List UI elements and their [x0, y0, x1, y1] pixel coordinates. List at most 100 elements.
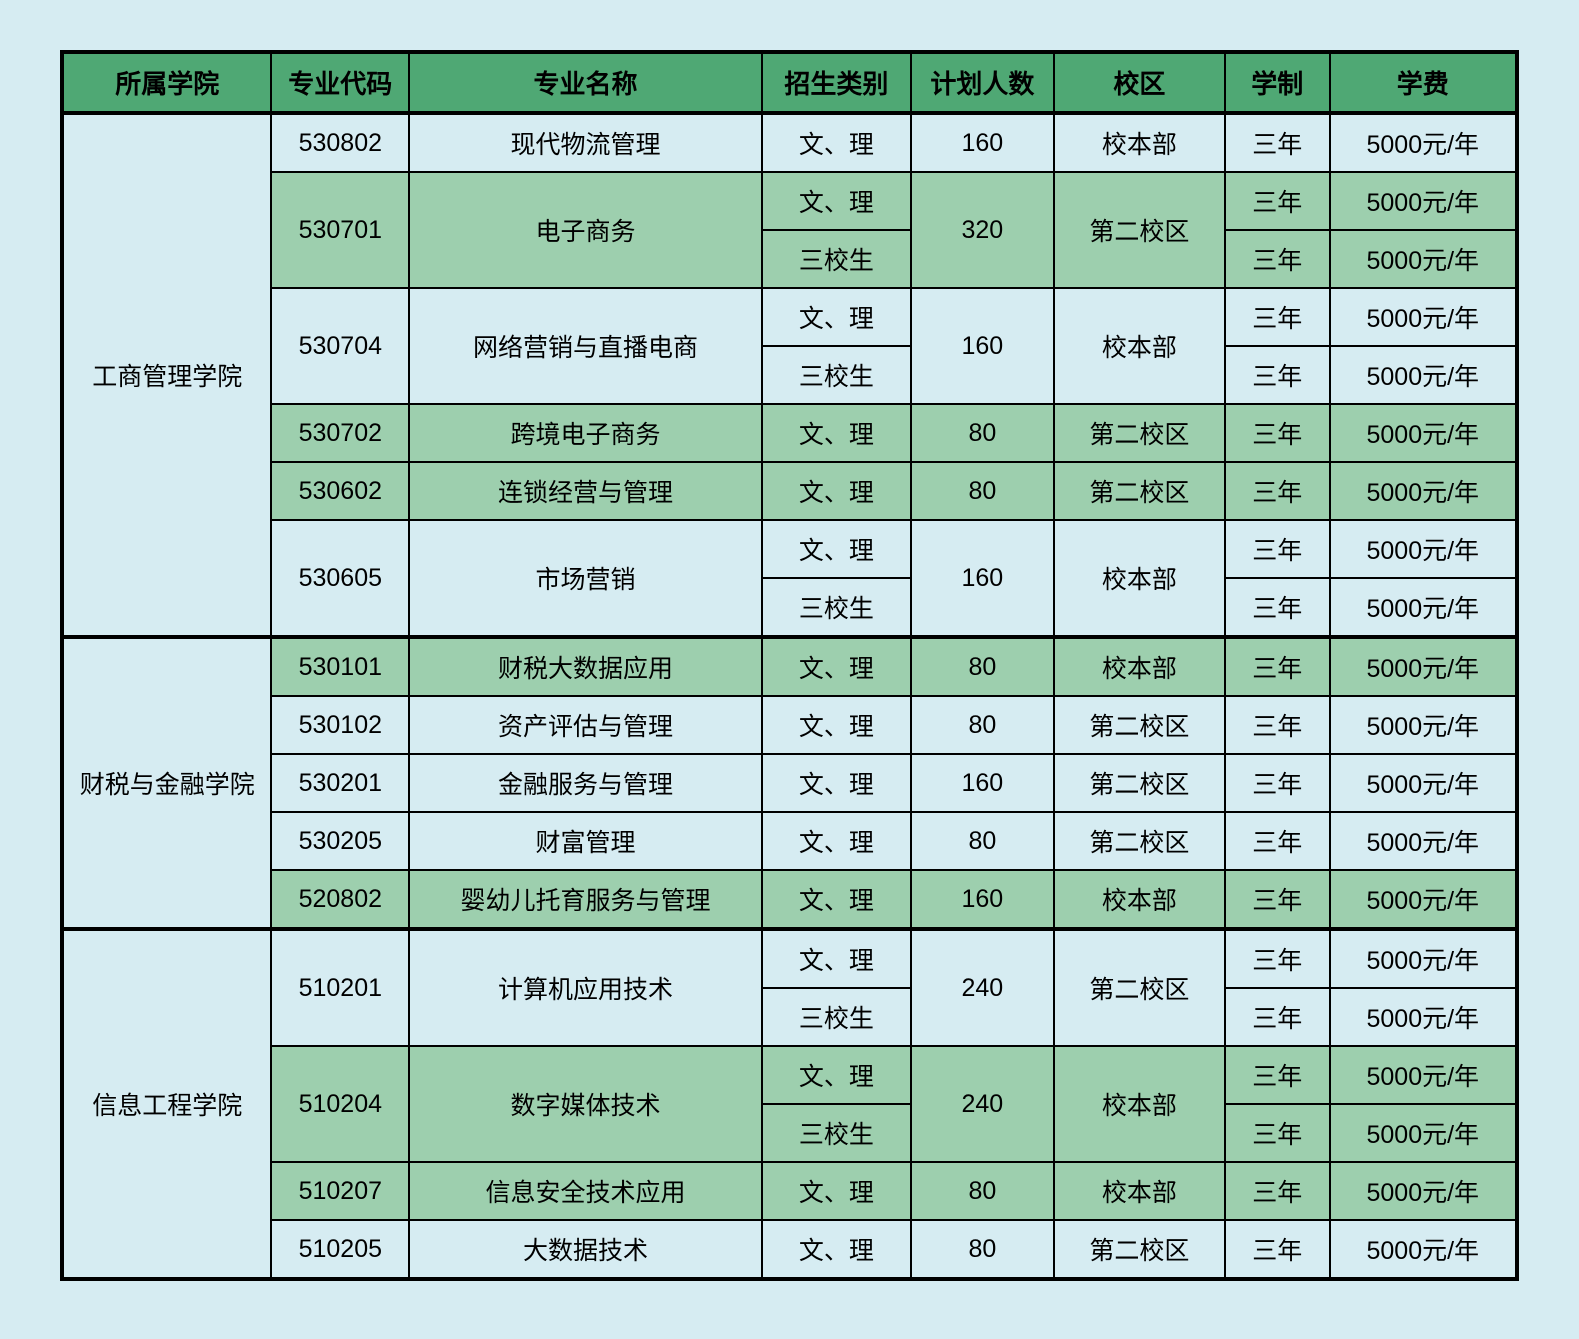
- cell-count: 320: [911, 172, 1054, 288]
- cell-campus: 第二校区: [1054, 1220, 1225, 1279]
- cell-duration: 三年: [1225, 578, 1330, 637]
- cell-fee: 5000元/年: [1330, 988, 1517, 1046]
- table-row: 530701电子商务文、理320第二校区三年5000元/年: [62, 172, 1517, 230]
- cell-fee: 5000元/年: [1330, 929, 1517, 988]
- cell-fee: 5000元/年: [1330, 113, 1517, 172]
- cell-campus: 校本部: [1054, 113, 1225, 172]
- cell-type: 文、理: [762, 404, 911, 462]
- header-name: 专业名称: [409, 52, 762, 113]
- cell-campus: 第二校区: [1054, 404, 1225, 462]
- cell-code: 520802: [271, 870, 409, 929]
- cell-count: 160: [911, 520, 1054, 637]
- cell-type: 文、理: [762, 520, 911, 578]
- cell-major-name: 大数据技术: [409, 1220, 762, 1279]
- cell-count: 80: [911, 812, 1054, 870]
- cell-major-name: 连锁经营与管理: [409, 462, 762, 520]
- table-row: 530702跨境电子商务文、理80第二校区三年5000元/年: [62, 404, 1517, 462]
- cell-code: 530101: [271, 637, 409, 696]
- cell-duration: 三年: [1225, 1104, 1330, 1162]
- cell-duration: 三年: [1225, 462, 1330, 520]
- cell-duration: 三年: [1225, 113, 1330, 172]
- cell-major-name: 资产评估与管理: [409, 696, 762, 754]
- cell-campus: 校本部: [1054, 1162, 1225, 1220]
- cell-type: 文、理: [762, 637, 911, 696]
- cell-code: 530802: [271, 113, 409, 172]
- cell-duration: 三年: [1225, 172, 1330, 230]
- cell-count: 240: [911, 929, 1054, 1046]
- cell-campus: 校本部: [1054, 870, 1225, 929]
- cell-campus: 校本部: [1054, 1046, 1225, 1162]
- cell-type: 文、理: [762, 870, 911, 929]
- cell-count: 80: [911, 1220, 1054, 1279]
- cell-duration: 三年: [1225, 288, 1330, 346]
- cell-count: 80: [911, 462, 1054, 520]
- cell-campus: 第二校区: [1054, 929, 1225, 1046]
- cell-fee: 5000元/年: [1330, 870, 1517, 929]
- header-campus: 校区: [1054, 52, 1225, 113]
- table-row: 530602连锁经营与管理文、理80第二校区三年5000元/年: [62, 462, 1517, 520]
- table-row: 510205大数据技术文、理80第二校区三年5000元/年: [62, 1220, 1517, 1279]
- cell-count: 80: [911, 1162, 1054, 1220]
- header-college: 所属学院: [62, 52, 271, 113]
- cell-campus: 第二校区: [1054, 462, 1225, 520]
- table-row: 530102资产评估与管理文、理80第二校区三年5000元/年: [62, 696, 1517, 754]
- cell-count: 160: [911, 754, 1054, 812]
- cell-type: 文、理: [762, 288, 911, 346]
- cell-type: 文、理: [762, 462, 911, 520]
- cell-fee: 5000元/年: [1330, 520, 1517, 578]
- cell-type: 三校生: [762, 988, 911, 1046]
- cell-type: 三校生: [762, 1104, 911, 1162]
- table-row: 530605市场营销文、理160校本部三年5000元/年: [62, 520, 1517, 578]
- cell-duration: 三年: [1225, 929, 1330, 988]
- cell-campus: 校本部: [1054, 637, 1225, 696]
- cell-duration: 三年: [1225, 1220, 1330, 1279]
- cell-campus: 第二校区: [1054, 172, 1225, 288]
- cell-type: 三校生: [762, 346, 911, 404]
- header-fee: 学费: [1330, 52, 1517, 113]
- header-duration: 学制: [1225, 52, 1330, 113]
- table-row: 510207信息安全技术应用文、理80校本部三年5000元/年: [62, 1162, 1517, 1220]
- cell-type: 文、理: [762, 1220, 911, 1279]
- cell-type: 文、理: [762, 1162, 911, 1220]
- table-row: 530205财富管理文、理80第二校区三年5000元/年: [62, 812, 1517, 870]
- cell-code: 510205: [271, 1220, 409, 1279]
- cell-fee: 5000元/年: [1330, 1046, 1517, 1104]
- cell-code: 510204: [271, 1046, 409, 1162]
- cell-fee: 5000元/年: [1330, 288, 1517, 346]
- cell-duration: 三年: [1225, 870, 1330, 929]
- cell-fee: 5000元/年: [1330, 462, 1517, 520]
- cell-duration: 三年: [1225, 754, 1330, 812]
- cell-fee: 5000元/年: [1330, 1162, 1517, 1220]
- header-code: 专业代码: [271, 52, 409, 113]
- cell-count: 240: [911, 1046, 1054, 1162]
- cell-major-name: 金融服务与管理: [409, 754, 762, 812]
- table-row: 510204数字媒体技术文、理240校本部三年5000元/年: [62, 1046, 1517, 1104]
- cell-type: 文、理: [762, 754, 911, 812]
- cell-code: 530201: [271, 754, 409, 812]
- cell-type: 文、理: [762, 929, 911, 988]
- cell-fee: 5000元/年: [1330, 230, 1517, 288]
- table-body: 工商管理学院530802现代物流管理文、理160校本部三年5000元/年5307…: [62, 113, 1517, 1279]
- table-row: 工商管理学院530802现代物流管理文、理160校本部三年5000元/年: [62, 113, 1517, 172]
- enrollment-table: 所属学院 专业代码 专业名称 招生类别 计划人数 校区 学制 学费 工商管理学院…: [60, 50, 1519, 1281]
- cell-type: 文、理: [762, 172, 911, 230]
- cell-fee: 5000元/年: [1330, 578, 1517, 637]
- cell-type: 三校生: [762, 230, 911, 288]
- cell-duration: 三年: [1225, 1162, 1330, 1220]
- cell-college: 信息工程学院: [62, 929, 271, 1279]
- cell-count: 160: [911, 113, 1054, 172]
- cell-duration: 三年: [1225, 404, 1330, 462]
- table-row: 530704网络营销与直播电商文、理160校本部三年5000元/年: [62, 288, 1517, 346]
- cell-duration: 三年: [1225, 230, 1330, 288]
- table-row: 信息工程学院510201计算机应用技术文、理240第二校区三年5000元/年: [62, 929, 1517, 988]
- cell-type: 文、理: [762, 1046, 911, 1104]
- cell-type: 文、理: [762, 113, 911, 172]
- table-row: 520802婴幼儿托育服务与管理文、理160校本部三年5000元/年: [62, 870, 1517, 929]
- cell-duration: 三年: [1225, 988, 1330, 1046]
- cell-college: 工商管理学院: [62, 113, 271, 637]
- cell-duration: 三年: [1225, 520, 1330, 578]
- table-header: 所属学院 专业代码 专业名称 招生类别 计划人数 校区 学制 学费: [62, 52, 1517, 113]
- cell-fee: 5000元/年: [1330, 812, 1517, 870]
- cell-code: 530205: [271, 812, 409, 870]
- cell-duration: 三年: [1225, 812, 1330, 870]
